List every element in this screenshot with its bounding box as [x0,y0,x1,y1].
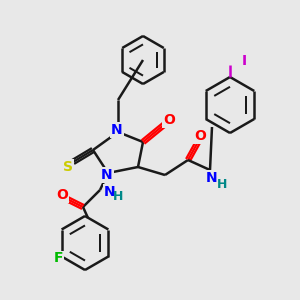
Text: H: H [113,190,123,203]
Text: H: H [217,178,227,190]
Text: N: N [111,123,123,137]
Text: N: N [104,185,116,199]
Text: F: F [54,251,63,266]
Text: S: S [63,160,73,174]
Text: N: N [101,168,113,182]
Text: N: N [206,171,218,185]
Text: O: O [194,129,206,143]
Text: O: O [163,113,175,127]
Text: I: I [242,54,247,68]
Text: O: O [56,188,68,202]
